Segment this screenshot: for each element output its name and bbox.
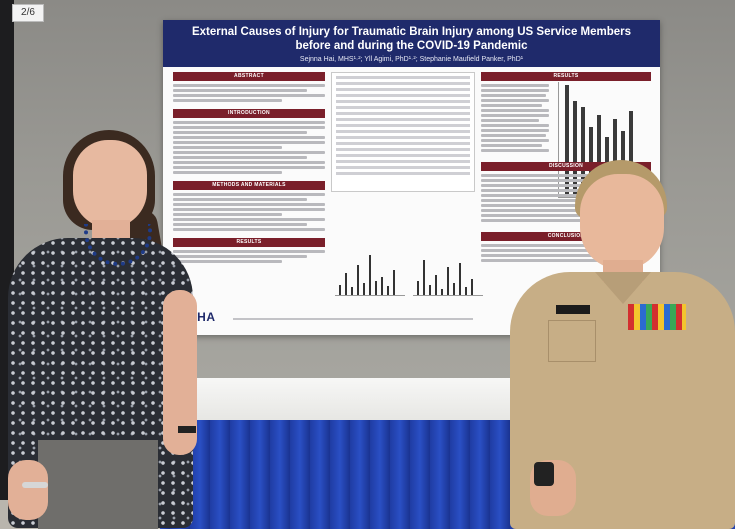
poster-mini-chart-1 [335, 245, 405, 296]
name-tag [556, 305, 590, 314]
poster-bar [613, 119, 617, 197]
hand [8, 460, 48, 520]
woman-right-uniform [500, 160, 735, 529]
poster-footer-rule [233, 318, 473, 320]
poster-column-left: ABSTRACT INTRODUCTION METHODS AND MATERI… [173, 72, 325, 265]
section-conclusion-heading: CONCLUSION [481, 232, 651, 241]
face [73, 140, 147, 228]
section-abstract-heading: ABSTRACT [173, 72, 325, 81]
smartwatch [534, 462, 554, 486]
photo-corner-label: 2/6 [12, 4, 44, 22]
research-poster: External Causes of Injury for Traumatic … [163, 20, 660, 335]
section-discussion-heading: DISCUSSION [481, 162, 651, 171]
poster-mini-chart-2 [413, 245, 483, 296]
wristwatch [178, 426, 196, 433]
face [580, 174, 664, 270]
service-ribbons [628, 304, 686, 330]
section-results-heading-right: RESULTS [481, 72, 651, 81]
poster-bar [629, 111, 633, 197]
poster-bar [573, 101, 577, 197]
section-introduction-heading: INTRODUCTION [173, 109, 325, 118]
section-methods-heading: METHODS AND MATERIALS [173, 181, 325, 190]
section-results-heading-left: RESULTS [173, 238, 325, 247]
poster-authors: Sejnna Hai, MHS¹·²; Yll Agimi, PhD¹·²; S… [299, 56, 524, 63]
poster-bar [597, 115, 601, 197]
poster-column-right: RESULTS DISCUSSION CONCLUSION [481, 72, 651, 264]
poster-bar [581, 107, 585, 197]
poster-title: External Causes of Injury for Traumatic … [191, 26, 632, 52]
poster-bar [565, 85, 569, 197]
poster-header: External Causes of Injury for Traumatic … [163, 20, 660, 67]
uniform-pocket [548, 320, 596, 362]
poster-data-table [331, 72, 475, 192]
gray-skirt [38, 440, 158, 529]
woman-left [8, 130, 213, 529]
bracelet [22, 482, 48, 488]
